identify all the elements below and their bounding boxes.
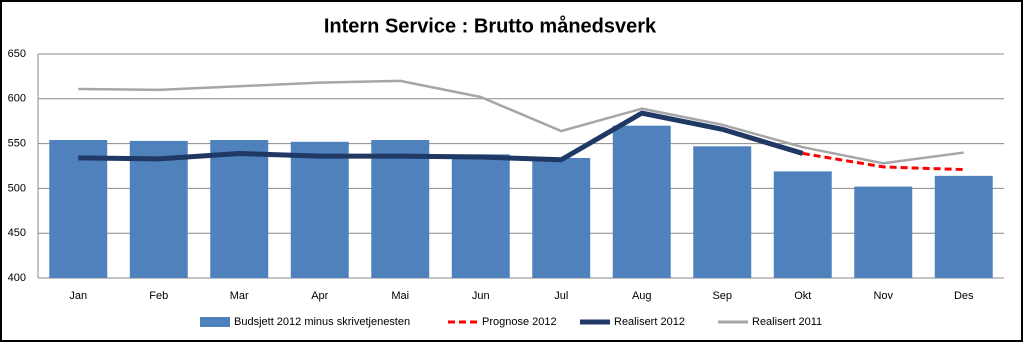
x-tick-label: Jul: [554, 290, 568, 302]
line: [78, 79, 964, 165]
y-tick-label: 450: [8, 227, 26, 239]
x-tick-label: Feb: [149, 290, 168, 302]
x-tick-label: Jun: [472, 290, 490, 302]
x-tick-label: Aug: [632, 290, 652, 302]
line: [802, 151, 964, 172]
legend-label: Realisert 2011: [752, 316, 822, 328]
chart-title: Intern Service : Brutto månedsverk: [324, 14, 657, 37]
bar: [210, 140, 269, 278]
bar: [693, 146, 752, 278]
bar: [129, 140, 188, 278]
x-tick-label: Sep: [712, 290, 732, 302]
bar: [934, 175, 993, 278]
y-tick-label: 400: [8, 272, 26, 284]
legend-label: Budsjett 2012 minus skrivetjenesten: [234, 316, 410, 328]
legend-label: Prognose 2012: [482, 316, 557, 328]
x-tick-label: Mai: [391, 290, 409, 302]
legend-swatch: [200, 317, 230, 327]
x-tick-label: Des: [954, 290, 974, 302]
line: [78, 110, 804, 163]
y-tick-label: 550: [8, 138, 26, 150]
x-tick-label: Apr: [311, 290, 328, 302]
bar: [49, 140, 108, 278]
x-tick-label: Okt: [794, 290, 811, 302]
bar: [532, 157, 591, 278]
x-tick-label: Nov: [873, 290, 893, 302]
y-tick-label: 600: [8, 93, 26, 105]
bar: [451, 154, 510, 278]
bar: [290, 141, 349, 278]
x-tick-label: Mar: [230, 290, 249, 302]
bar: [612, 125, 671, 279]
bar: [773, 171, 832, 278]
y-tick-label: 500: [8, 182, 26, 194]
legend-label: Realisert 2012: [614, 316, 685, 328]
bar: [854, 186, 913, 278]
y-tick-label: 650: [8, 48, 26, 60]
bar: [371, 140, 430, 278]
x-tick-label: Jan: [69, 290, 87, 302]
